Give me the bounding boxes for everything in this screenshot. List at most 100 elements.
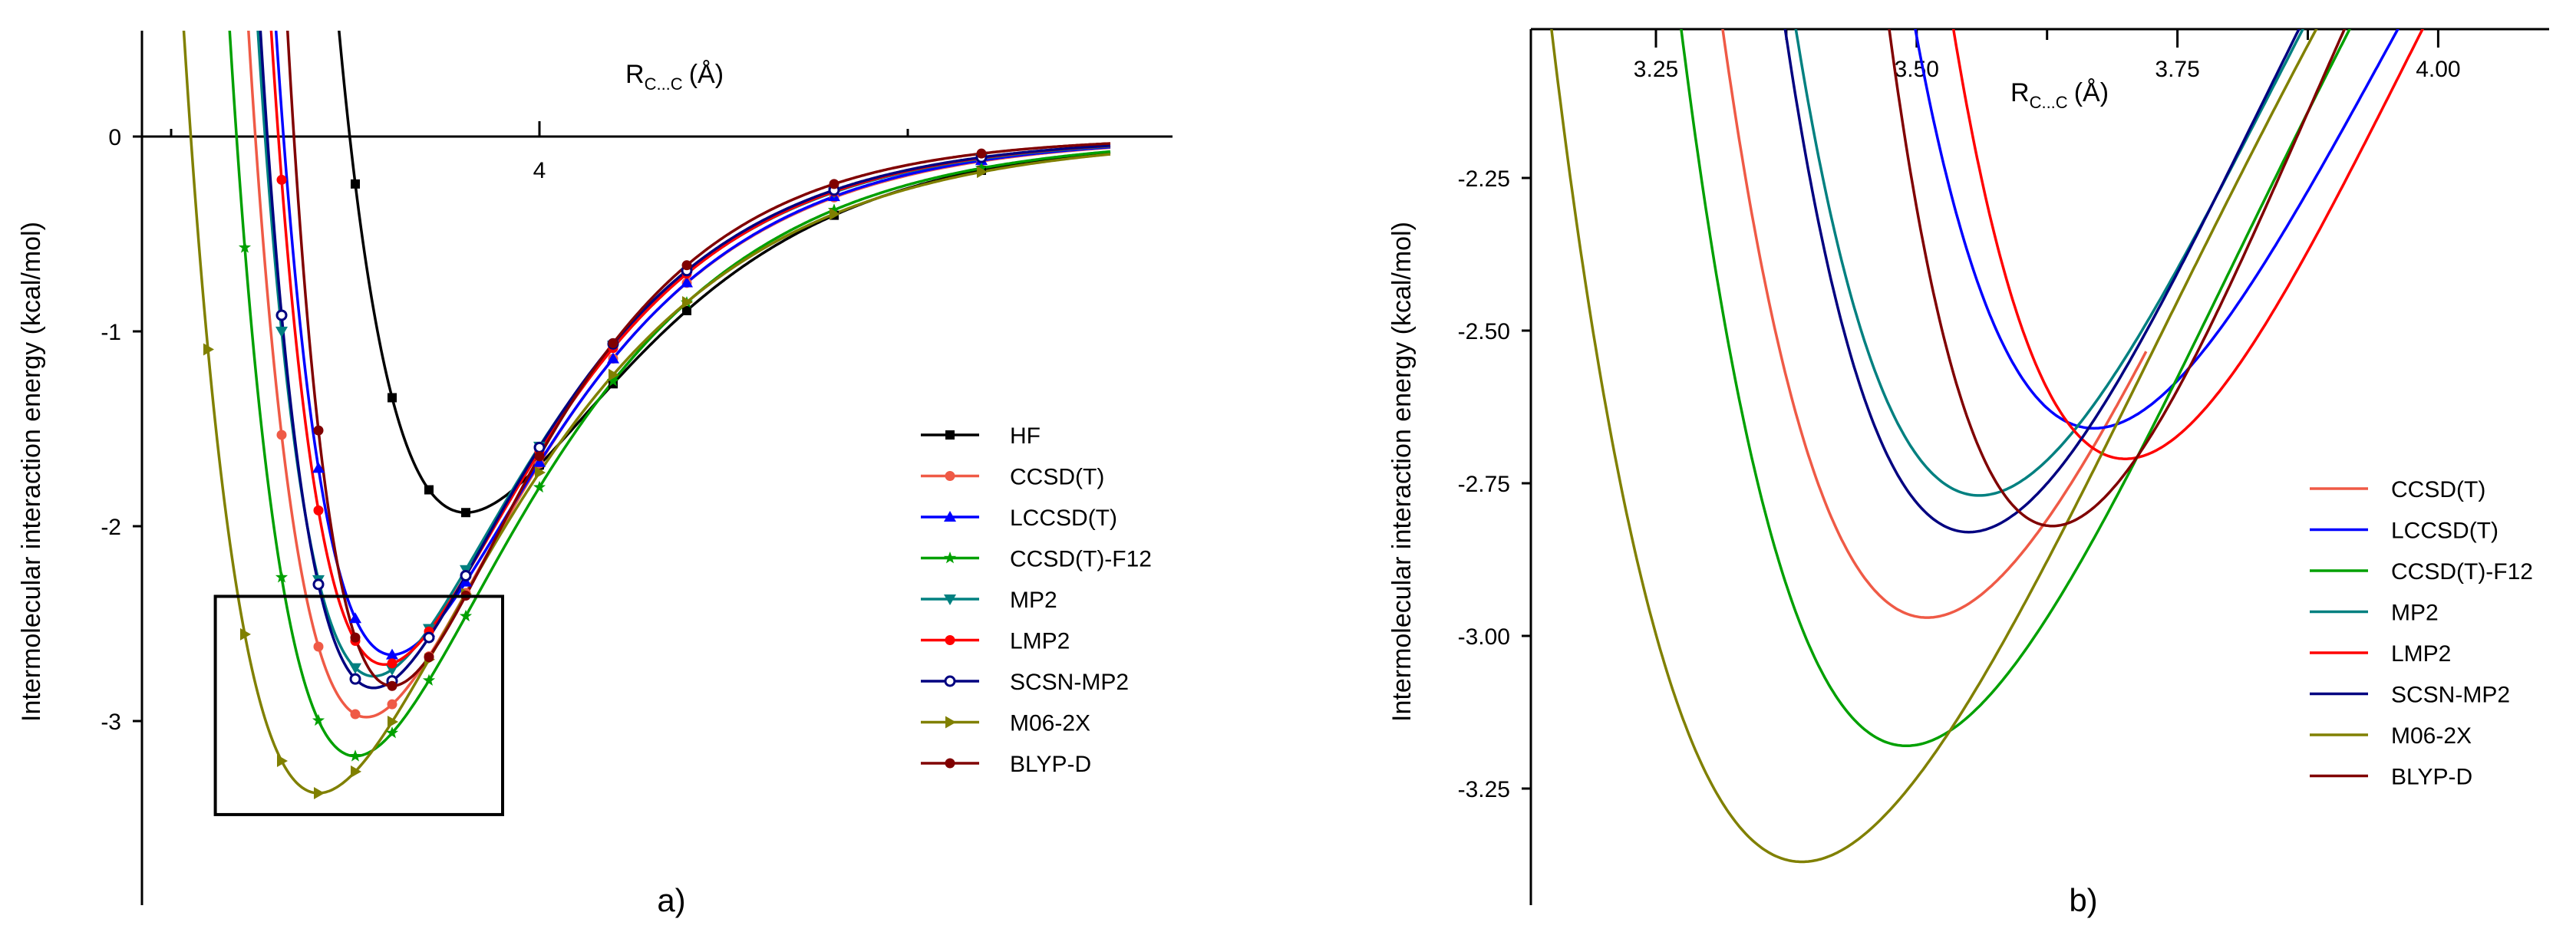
data-point-m06-2x (314, 786, 325, 799)
data-point-blyp-d (681, 260, 692, 271)
legend-label: CCSD(T) (2391, 477, 2485, 502)
panel-a: Intermolecular interaction energy (kcal/… (17, 31, 1173, 918)
data-point-blyp-d (976, 148, 987, 159)
data-point-ccsd-t-f12 (238, 241, 252, 253)
legend-label: BLYP-D (1010, 752, 1091, 777)
data-point-blyp-d (387, 680, 397, 691)
legend-item-blyp-d: BLYP-D (921, 752, 1091, 777)
data-point-scsn-mp2 (312, 578, 325, 591)
legend-item-lccsd-t: LCCSD(T) (2310, 519, 2498, 544)
y-tick-label: -1 (101, 320, 121, 345)
legend-item-m06-2x: M06-2X (921, 711, 1090, 736)
legend-marker (944, 511, 956, 522)
legend-label: MP2 (1010, 588, 1057, 613)
x-tick-label: 3.50 (1895, 57, 1939, 82)
y-tick-label: -2.50 (1458, 319, 1510, 344)
legend-marker (945, 471, 955, 481)
series-line-ccsd-t (247, 31, 1111, 719)
legend-label: LCCSD(T) (2391, 519, 2498, 544)
legend-marker (944, 594, 956, 605)
data-point-m06-2x (682, 296, 693, 309)
data-point-ccsd-t (387, 699, 397, 710)
legend-label: SCSN-MP2 (2391, 683, 2510, 708)
data-point-hf (351, 179, 360, 189)
data-point-ccsd-t-f12 (827, 203, 841, 216)
data-point-m06-2x (203, 343, 214, 356)
y-tick-label: -3.25 (1458, 777, 1510, 802)
legend: CCSD(T) LCCSD(T) CCSD(T)-F12 MP2 LMP2 SCSN-MP… (2310, 477, 2533, 790)
data-point-m06-2x (240, 627, 251, 641)
panel-b: Intermolecular interaction energy (kcal/… (1387, 28, 2549, 918)
legend-marker (944, 675, 956, 687)
panel-label: a) (657, 882, 685, 918)
data-point-blyp-d (424, 652, 434, 663)
data-point-lmp2 (313, 505, 324, 515)
x-tick-label: 3.75 (2155, 57, 2199, 82)
legend-marker (945, 758, 955, 769)
series-line-ccsd-t-f12 (1680, 29, 2351, 748)
x-tick-label: 3.25 (1634, 57, 1678, 82)
data-point-mp2 (275, 326, 288, 338)
data-point-m06-2x (277, 755, 288, 768)
legend-item-lccsd-t: LCCSD(T) (921, 506, 1117, 531)
legend-item-ccsd-t: CCSD(T) (921, 465, 1104, 490)
legend-item-m06-2x: M06-2X (2310, 723, 2472, 749)
data-point-lmp2 (276, 174, 287, 185)
legend-item-hf: HF (921, 423, 1041, 449)
data-point-m06-2x (977, 166, 988, 179)
panel-label: b) (2069, 882, 2097, 918)
legend-item-scsn-mp2: SCSN-MP2 (2310, 683, 2510, 708)
data-point-ccsd-t-f12 (459, 609, 473, 622)
data-point-scsn-mp2 (533, 441, 546, 453)
data-point-lccsd-t (533, 456, 546, 467)
legend-item-ccsd-t-f12: CCSD(T)-F12 (921, 547, 1152, 572)
data-point-mp2 (349, 663, 361, 674)
y-tick-label: -2 (101, 515, 121, 540)
data-point-ccsd-t-f12 (975, 161, 988, 174)
legend-marker (945, 430, 955, 440)
data-point-ccsd-t-f12 (533, 480, 546, 493)
data-point-m06-2x (535, 466, 546, 479)
legend-item-ccsd-t: CCSD(T) (2310, 477, 2485, 502)
data-point-lccsd-t (607, 352, 619, 364)
data-point-lmp2 (387, 658, 397, 669)
legend-marker (943, 552, 957, 564)
data-point-blyp-d (829, 179, 839, 189)
data-point-lccsd-t (681, 276, 693, 288)
legend-item-blyp-d: BLYP-D (2310, 765, 2472, 790)
series-line-scsn-mp2 (1783, 29, 2301, 534)
data-point-hf (388, 393, 397, 403)
x-axis-label: RC...C (Å) (2010, 78, 2109, 112)
series-line-ccsd-t-f12 (228, 31, 1111, 758)
legend-label: SCSN-MP2 (1010, 670, 1129, 695)
data-point-ccsd-t (313, 641, 324, 652)
legend-label: CCSD(T) (1010, 465, 1104, 490)
legend-item-mp2: MP2 (921, 588, 1057, 613)
data-point-blyp-d (313, 425, 324, 436)
zoom-region-box (213, 594, 504, 816)
legend-label: MP2 (2391, 601, 2439, 626)
y-tick-label: -2.25 (1458, 166, 1510, 192)
series-line-lccsd-t (274, 31, 1111, 657)
data-point-hf (461, 508, 470, 518)
legend: HF CCSD(T) LCCSD(T) CCSD(T)-F12 MP2 LMP2 SCSN-… (921, 423, 1152, 777)
data-point-ccsd-t-f12 (348, 749, 362, 762)
data-point-lccsd-t (312, 462, 325, 473)
data-point-m06-2x (830, 207, 840, 220)
data-point-ccsd-t-f12 (275, 571, 289, 583)
data-point-ccsd-t (276, 430, 287, 440)
data-point-ccsd-t-f12 (312, 713, 325, 726)
series-line-blyp-d (1888, 29, 2347, 528)
legend-label: BLYP-D (2391, 765, 2472, 790)
y-axis-label: Intermolecular interaction energy (kcal/… (17, 222, 46, 722)
y-tick-label: -3 (101, 710, 121, 735)
data-point-ccsd-t-f12 (422, 673, 436, 686)
data-point-blyp-d (608, 338, 618, 348)
data-point-ccsd-t (350, 709, 361, 720)
data-point-hf (424, 485, 434, 495)
legend-label: M06-2X (1010, 711, 1090, 736)
legend-label: CCSD(T)-F12 (2391, 559, 2533, 585)
series-line-lmp2 (269, 31, 1111, 667)
series-line-scsn-mp2 (259, 31, 1111, 690)
series-line-lccsd-t (1914, 29, 2400, 430)
